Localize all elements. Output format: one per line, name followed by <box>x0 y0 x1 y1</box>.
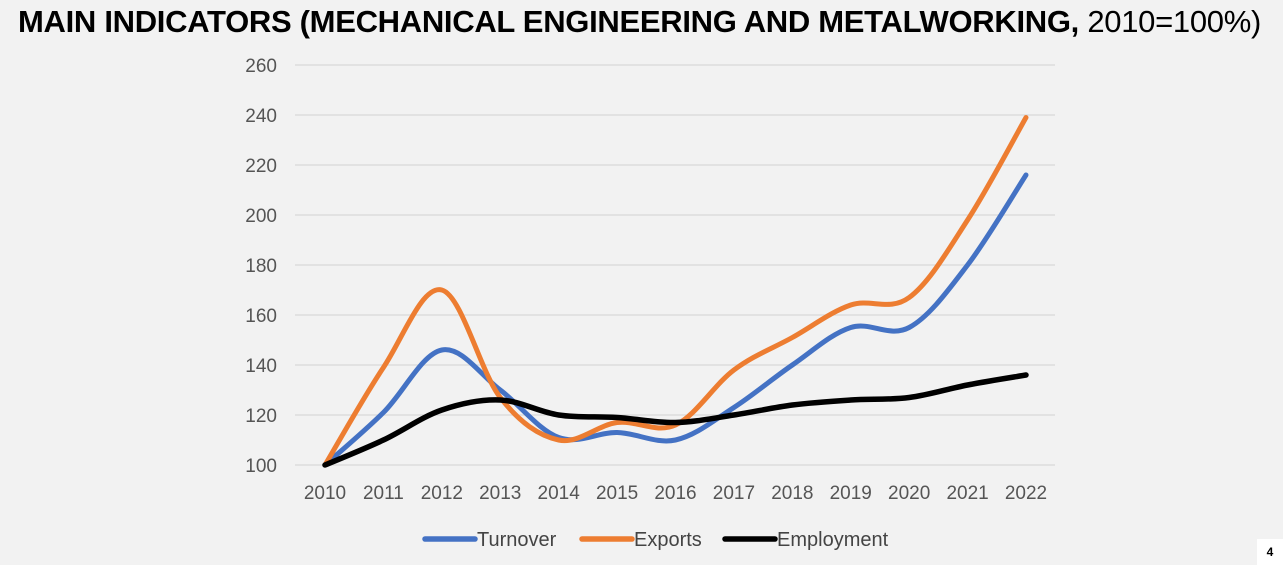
series-lines <box>322 115 1029 468</box>
x-axis-ticks: 2010 2011 2012 2013 2014 2015 2016 2017 2018 2019… <box>304 483 1047 504</box>
x-tick-label: 2017 <box>713 483 755 504</box>
y-tick-label: 120 <box>245 406 277 427</box>
x-tick-label: 2016 <box>654 483 696 504</box>
legend-label-turnover: Turnover <box>477 529 557 551</box>
y-tick-label: 180 <box>245 256 277 277</box>
y-tick-label: 240 <box>245 106 277 127</box>
y-tick-label: 140 <box>245 356 277 377</box>
legend-label-exports: Exports <box>634 529 702 551</box>
series-line-exports <box>322 115 1029 468</box>
x-tick-label: 2010 <box>304 483 346 504</box>
chart-title-bold: MAIN INDICATORS (MECHANICAL ENGINEERING … <box>18 4 1079 39</box>
x-tick-label: 2012 <box>421 483 463 504</box>
y-axis-ticks: 100 120 140 160 180 200 220 240 260 <box>245 56 277 477</box>
chart-title-normal: 2010=100%) <box>1079 4 1261 39</box>
x-tick-label: 2013 <box>479 483 521 504</box>
x-tick-label: 2015 <box>596 483 638 504</box>
y-tick-label: 220 <box>245 156 277 177</box>
page-number: 4 <box>1257 539 1283 565</box>
x-tick-label: 2019 <box>830 483 872 504</box>
legend-label-employment: Employment <box>777 529 889 551</box>
y-tick-label: 260 <box>245 56 277 77</box>
x-tick-label: 2021 <box>946 483 988 504</box>
legend: Turnover Exports Employment <box>422 529 889 551</box>
x-tick-label: 2022 <box>1005 483 1047 504</box>
series-line-employment <box>322 372 1029 468</box>
x-tick-label: 2020 <box>888 483 930 504</box>
series-employment <box>322 372 1029 468</box>
x-tick-label: 2014 <box>538 483 581 504</box>
y-tick-label: 100 <box>245 456 277 477</box>
y-tick-label: 160 <box>245 306 277 327</box>
y-tick-label: 200 <box>245 206 277 227</box>
x-tick-label: 2011 <box>363 483 404 504</box>
chart-title: MAIN INDICATORS (MECHANICAL ENGINEERING … <box>18 4 1261 40</box>
x-tick-label: 2018 <box>771 483 813 504</box>
